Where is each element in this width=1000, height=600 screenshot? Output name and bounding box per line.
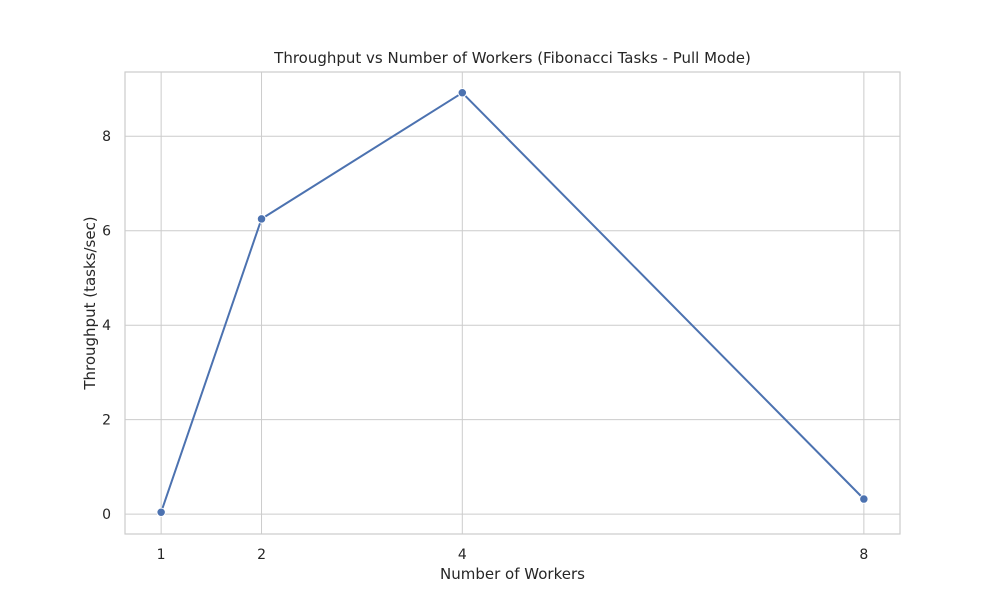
y-axis-label: Throughput (tasks/sec) — [81, 216, 99, 390]
series-layer — [156, 88, 869, 517]
data-point — [457, 88, 467, 98]
series-line — [160, 91, 865, 514]
data-point — [156, 507, 166, 517]
x-tick-label: 2 — [257, 547, 266, 563]
y-tick-label: 8 — [102, 129, 111, 145]
chart-title: Throughput vs Number of Workers (Fibonac… — [273, 49, 751, 67]
y-tick-label: 6 — [102, 224, 111, 240]
tick-labels: 1 2 4 8 0 2 4 6 8 — [102, 129, 868, 563]
grid-layer — [125, 72, 900, 534]
y-tick-label: 4 — [102, 318, 111, 334]
plot-frame — [124, 71, 901, 535]
data-point — [256, 214, 267, 224]
x-tick-label: 8 — [859, 547, 868, 563]
x-axis-label: Number of Workers — [440, 565, 585, 583]
x-tick-label: 4 — [458, 547, 467, 563]
y-tick-label: 2 — [102, 413, 111, 429]
y-tick-label: 0 — [102, 507, 111, 523]
x-tick-label: 1 — [157, 547, 166, 563]
data-point — [859, 494, 869, 504]
